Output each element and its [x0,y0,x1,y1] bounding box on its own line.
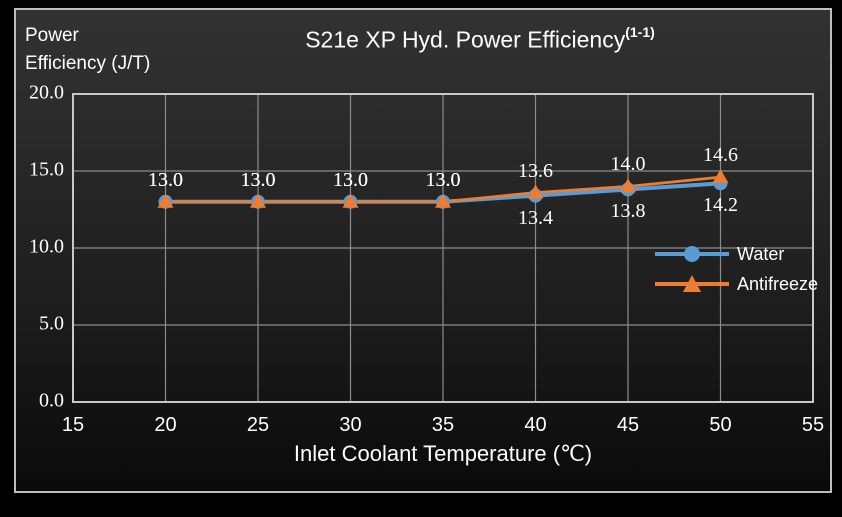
legend-circle-swatch [655,246,729,262]
y-tick-label: 0.0 [39,389,64,412]
data-label-water: 13.0 [240,168,276,191]
chart-title: S21e XP Hyd. Power Efficiency(1-1) [160,24,800,54]
y-tick-label: 10.0 [29,235,64,258]
data-label-antifreeze: 13.0 [333,168,368,191]
x-tick-label: 55 [801,414,825,436]
y-axis-title: Power Efficiency (J/T) [25,22,150,78]
data-label-water: 13.4 [518,206,553,229]
x-tick-label: 45 [616,414,640,436]
legend-item-antifreeze: Antifreeze [655,272,818,296]
y-axis-title-line1: Power [25,25,79,46]
x-tick-label: 50 [709,414,732,436]
data-label-water: 14.2 [703,194,738,217]
y-tick-label: 20.0 [29,81,64,104]
data-label-water: 13.8 [610,200,646,223]
data-label-antifreeze: 14.0 [610,153,646,176]
x-tick-label: 35 [431,414,455,436]
data-label-antifreeze: 14.6 [703,144,738,167]
x-tick-label: 25 [246,414,270,436]
data-label-antifreeze: 13.6 [518,159,553,182]
legend-label-antifreeze: Antifreeze [737,273,819,294]
y-tick-label: 15.0 [29,158,64,181]
chart-title-text: S21e XP Hyd. Power Efficiency [305,26,626,53]
data-label-water: 13.0 [148,168,183,191]
legend: Water Antifreeze [655,242,818,296]
data-label-antifreeze: 13.0 [148,168,183,191]
legend-triangle-swatch [655,275,729,292]
data-label-antifreeze: 13.0 [240,168,276,191]
data-label-antifreeze: 13.0 [425,168,461,191]
data-label-water: 13.0 [333,168,368,191]
y-tick-label: 5.0 [39,312,64,335]
chart-title-superscript: (1-1) [625,24,655,40]
x-tick-label: 30 [339,414,362,436]
y-axis-title-line2: Efficiency (J/T) [25,53,151,74]
x-axis-title: Inlet Coolant Temperature (℃) [293,441,593,466]
x-tick-label: 40 [524,414,547,436]
x-tick-label: 20 [154,414,177,436]
data-label-water: 13.0 [425,168,461,191]
legend-item-water: Water [655,242,818,266]
x-tick-label: 15 [61,414,85,436]
legend-label-water: Water [737,243,785,264]
